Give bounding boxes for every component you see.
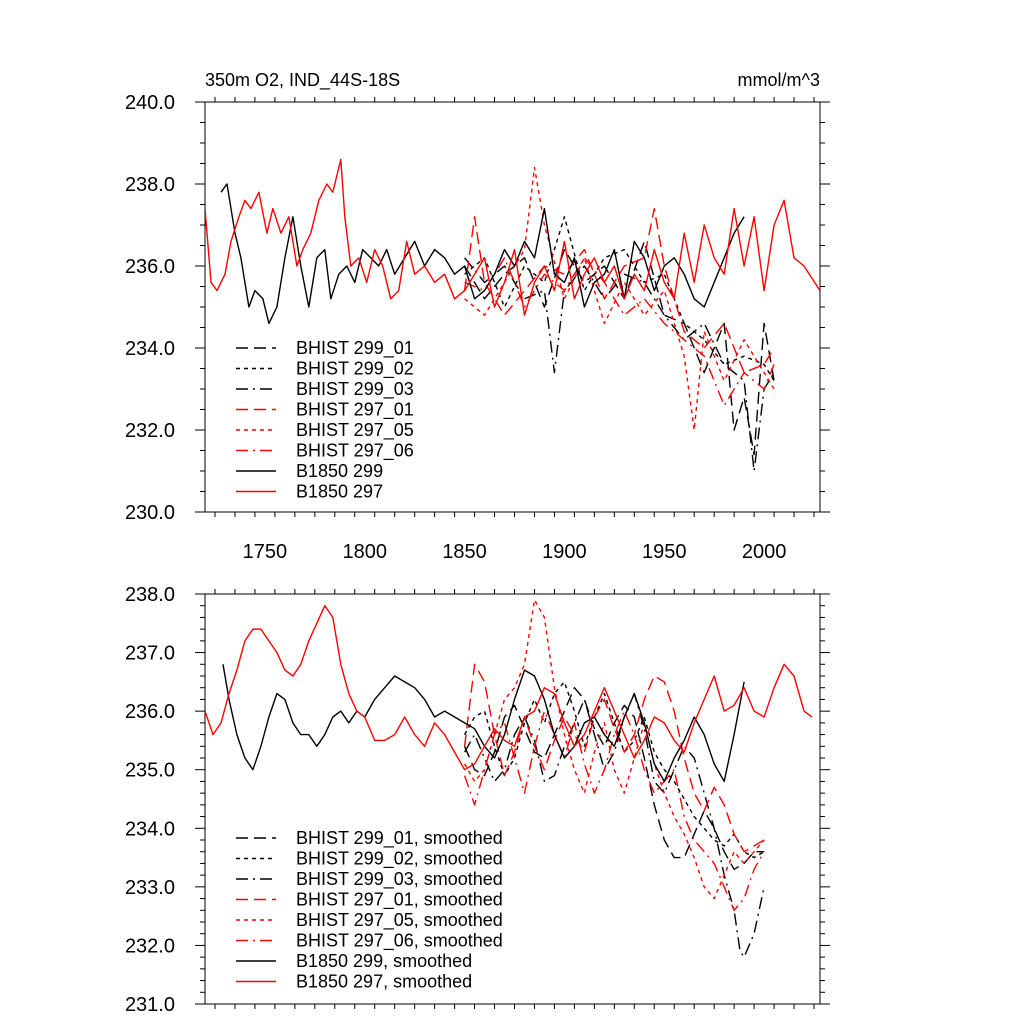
bottom-legend-label: BHIST 299_01, smoothed: [296, 828, 503, 849]
bottom-series-line-5: [463, 599, 765, 900]
top-series-line-8: [205, 158, 820, 316]
top-legend-label: BHIST 299_03: [296, 379, 414, 400]
bottom-y-tick-label: 233.0: [125, 877, 175, 899]
bottom-y-tick-label: 238.0: [125, 584, 175, 606]
top-y-tick-label: 234.0: [125, 338, 175, 360]
top-legend-label: BHIST 297_06: [296, 441, 414, 462]
top-y-tick-label: 238.0: [125, 174, 175, 196]
bottom-y-tick-label: 235.0: [125, 760, 175, 782]
top-y-tick-label: 240.0: [125, 92, 175, 114]
top-y-tick-label: 230.0: [125, 502, 175, 524]
bottom-legend-label: BHIST 297_06, smoothed: [296, 931, 503, 952]
bottom-legend-label: BHIST 299_02, smoothed: [296, 849, 503, 870]
top-series-line-5: [464, 166, 775, 431]
bottom-legend-label: BHIST 299_03, smoothed: [296, 869, 503, 890]
top-series-line-6: [464, 257, 775, 407]
bottom-legend-label: BHIST 297_05, smoothed: [296, 910, 503, 931]
top-legend-label: BHIST 299_01: [296, 338, 414, 359]
top-x-tick-label: 2000: [742, 541, 787, 563]
bottom-series-line-4: [463, 663, 765, 853]
top-x-tick-label: 1800: [342, 541, 387, 563]
bottom-series-line-8: [205, 605, 813, 771]
top-x-tick-label: 1750: [243, 541, 288, 563]
top-legend-label: BHIST 297_01: [296, 400, 414, 421]
bottom-y-tick-label: 234.0: [125, 818, 175, 840]
top-series-line-1: [464, 240, 775, 456]
bottom-legend-label: B1850 299, smoothed: [296, 951, 472, 971]
top-series-line-2: [464, 216, 775, 382]
bottom-y-tick-label: 231.0: [125, 994, 175, 1016]
top-x-tick-label: 1900: [542, 541, 587, 563]
bottom-y-tick-label: 232.0: [125, 935, 175, 957]
top-series-line-7: [220, 183, 745, 325]
top-x-tick-label: 1850: [442, 541, 487, 563]
top-chart: 1750 1800 1850 1900 1950 2000 230.0 232.0 234.0 2…: [125, 92, 830, 563]
bottom-chart: 231.0 232.0 233.0 234.0 235.0 236.0 237.0 238.0…: [125, 584, 830, 1016]
top-y-tick-label: 232.0: [125, 420, 175, 442]
top-legend-label: BHIST 299_02: [296, 359, 414, 380]
bottom-legend-label: BHIST 297_01, smoothed: [296, 890, 503, 911]
top-series-line-4: [463, 207, 775, 374]
bottom-y-tick-label: 236.0: [125, 701, 175, 723]
top-y-tick-label: 236.0: [125, 256, 175, 278]
top-series-line-3: [464, 257, 775, 472]
bottom-plot-frame: [204, 593, 821, 1005]
top-legend-label: B1850 299: [296, 461, 383, 481]
top-legend-label: B1850 297: [296, 482, 383, 502]
top-legend-label: BHIST 297_05: [296, 420, 414, 441]
top-chart-units: mmol/m^3: [738, 70, 820, 90]
top-chart-title: 350m O2, IND_44S-18S: [205, 70, 400, 91]
top-x-tick-label: 1950: [642, 541, 687, 563]
bottom-y-tick-label: 237.0: [125, 643, 175, 665]
bottom-legend-label: B1850 297, smoothed: [296, 972, 472, 992]
bottom-series-line-2: [463, 681, 765, 859]
bottom-series-line-7: [222, 664, 745, 783]
bottom-series-line-6: [463, 710, 765, 911]
bottom-series-line-3: [463, 692, 765, 958]
